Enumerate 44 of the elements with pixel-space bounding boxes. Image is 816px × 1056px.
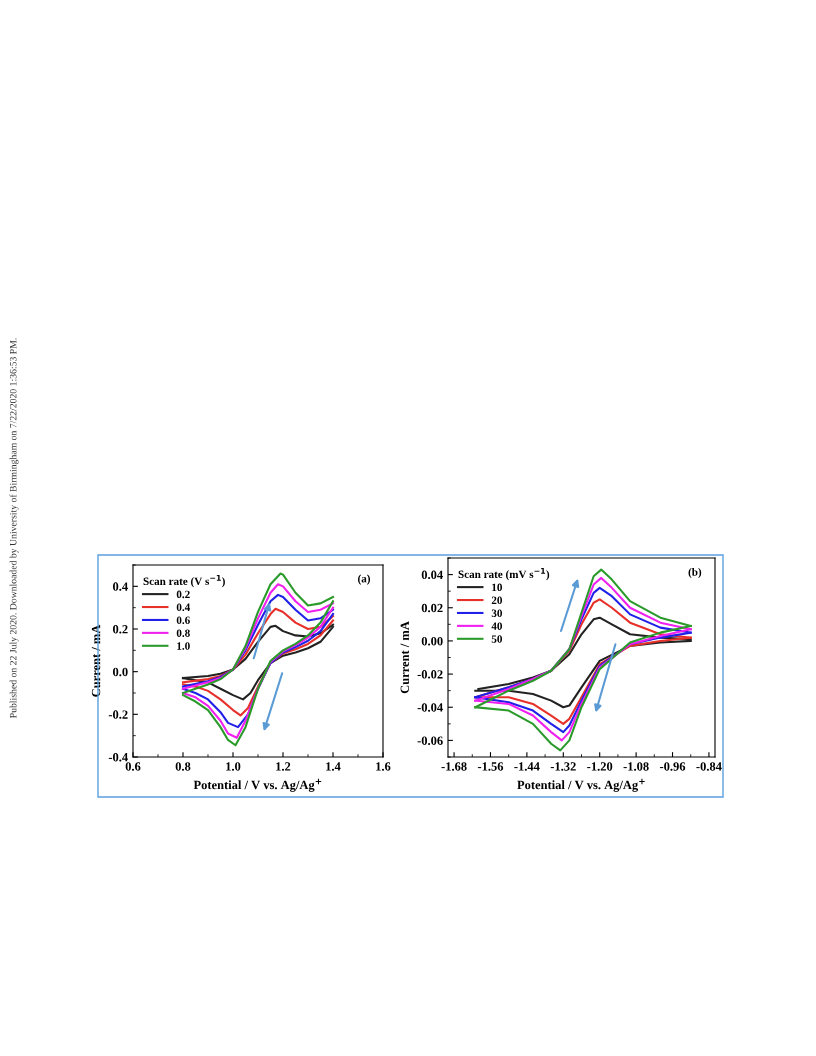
x-tick-label: -1.08 [623,762,649,771]
x-tick-label: 1.0 [226,762,241,771]
x-tick-label: -1.68 [441,762,467,771]
y-tick-label: 0.02 [421,603,443,613]
legend-label: 0.2 [176,590,190,599]
y-tick-label: -0.04 [417,703,443,712]
x-tick-label: 0.8 [175,762,191,771]
y-tick-label: -0.02 [417,670,443,679]
y-tick-label: 0.00 [421,636,443,646]
y-tick-label: 0.0 [112,667,128,677]
annotation: (a) [358,574,371,585]
x-tick-label: 1.6 [376,762,391,771]
x-tick-label: -1.20 [587,762,613,771]
legend-title: Scan rate (mV s$^{−1}$) [458,568,550,581]
legend-label: 1.0 [177,642,190,650]
x-axis-title: Potential / V vs. Ag/Ag$^{+}$ [193,778,322,792]
x-tick-label: 1.2 [276,762,291,771]
y-tick-label: 0.04 [421,570,443,580]
y-tick-label: -0.06 [417,736,443,745]
legend-label: 30 [491,609,503,617]
legend-title: Scan rate (V s$^{−1}$) [143,575,225,588]
x-tick-label: -1.32 [550,762,576,771]
x-axis-title: Potential / V vs. Ag/Ag$^{+}$ [517,778,645,792]
y-axis-title: Current / mA [91,624,101,697]
x-tick-label: -1.44 [514,762,540,771]
y-tick-label: 0.2 [112,625,128,634]
y-tick-label: 0.4 [112,582,128,591]
legend-label: 0.6 [176,616,190,624]
x-tick-label: -0.84 [696,762,722,771]
legend-label: 20 [491,596,503,605]
y-axis-title: Current / mA [400,621,410,694]
x-tick-label: 0.6 [125,762,141,771]
legend-label: 0.4 [176,603,191,612]
y-tick-label: -0.2 [108,710,128,719]
x-tick-label: 1.4 [326,762,341,771]
legend-label: 0.8 [176,629,190,637]
legend-label: 10 [492,583,503,592]
text: Published on 22 July 2020. Downloaded by University of Birmingham on 7/22/2020 1:36:53 PM. [9,338,19,718]
legend-label: 50 [491,635,503,643]
x-tick-label: -1.56 [477,762,504,771]
annotation: (b) [688,567,702,579]
legend-label: 40 [491,622,503,630]
x-tick-label: -0.96 [659,762,686,771]
y-tick-label: -0.4 [108,753,128,762]
